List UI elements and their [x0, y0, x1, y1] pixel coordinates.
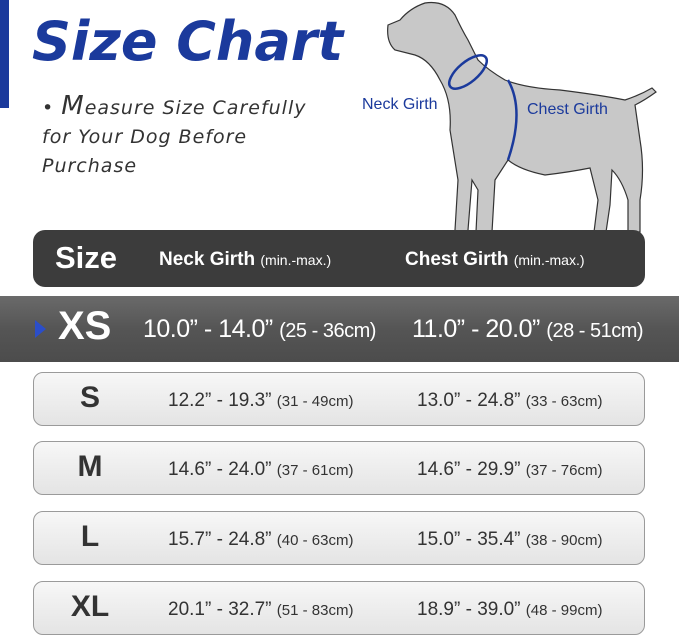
neck-range: 12.2” - 19.3” (31 - 49cm): [168, 390, 354, 411]
table-header: Size Neck Girth (min.-max.) Chest Girth …: [33, 230, 645, 287]
table-row: S 12.2” - 19.3” (31 - 49cm) 13.0” - 24.8…: [33, 372, 645, 426]
size-label: S: [79, 381, 100, 414]
size-label: M: [77, 450, 103, 483]
measure-note: • Measure Size Carefully for Your Dog Be…: [42, 91, 307, 178]
header-chest: Chest Girth (min.-max.): [405, 249, 585, 270]
chest-range: 18.9” - 39.0” (48 - 99cm): [417, 599, 603, 620]
neck-range: 15.7” - 24.8” (40 - 63cm): [168, 529, 354, 550]
size-label: L: [80, 520, 100, 553]
dog-silhouette-icon: [387, 1, 657, 241]
triangle-pointer-icon: [35, 320, 46, 338]
chest-range: 14.6” - 29.9” (37 - 76cm): [417, 459, 603, 480]
table-row: XL 20.1” - 32.7” (51 - 83cm) 18.9” - 39.…: [33, 581, 645, 635]
header-neck: Neck Girth (min.-max.): [159, 249, 332, 270]
chest-girth-label: Chest Girth: [527, 101, 608, 118]
neck-girth-label: Neck Girth: [362, 96, 438, 113]
page-title: Size Chart: [32, 10, 344, 73]
neck-range: 20.1” - 32.7” (51 - 83cm): [168, 599, 354, 620]
size-label: XL: [70, 590, 110, 623]
table-row: L 15.7” - 24.8” (40 - 63cm) 15.0” - 35.4…: [33, 511, 645, 565]
accent-bar: [0, 0, 9, 108]
neck-range: 14.6” - 24.0” (37 - 61cm): [168, 459, 354, 480]
table-row: M 14.6” - 24.0” (37 - 61cm) 14.6” - 29.9…: [33, 441, 645, 495]
table-row-highlighted: XS 10.0” - 14.0” (25 - 36cm) 11.0” - 20.…: [0, 296, 679, 362]
header-size: Size: [55, 240, 118, 275]
chest-range: 15.0” - 35.4” (38 - 90cm): [417, 529, 603, 550]
chest-range: 13.0” - 24.8” (33 - 63cm): [417, 390, 603, 411]
